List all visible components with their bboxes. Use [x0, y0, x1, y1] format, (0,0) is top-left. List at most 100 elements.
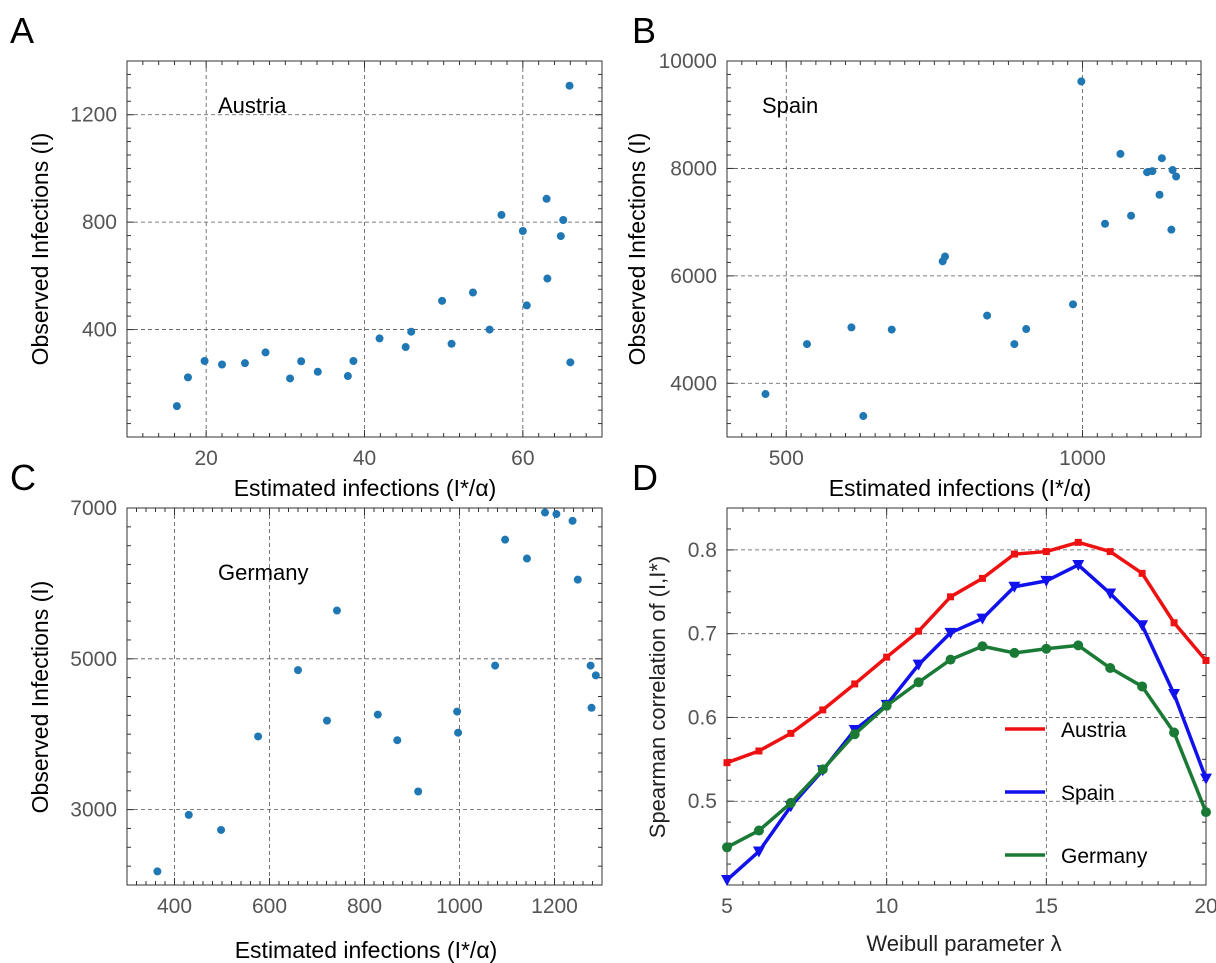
- country-annotation: Spain: [762, 93, 818, 118]
- x-tick-label: 20: [1194, 895, 1216, 918]
- data-point: [153, 867, 162, 876]
- data-point: [485, 325, 494, 334]
- data-point: [552, 510, 561, 519]
- data-point: [183, 373, 192, 382]
- y-tick-label: 1200: [70, 104, 117, 127]
- data-point: [297, 357, 306, 366]
- x-tick-label: 400: [157, 895, 192, 918]
- data-point: [172, 402, 181, 411]
- series-marker: [1201, 807, 1211, 818]
- data-point: [343, 372, 352, 381]
- series-marker: [785, 797, 796, 808]
- data-point: [518, 227, 527, 236]
- x-axis-label: Weibull parameter λ: [866, 931, 1061, 956]
- data-point: [294, 666, 302, 675]
- y-tick-label: 0.6: [688, 706, 717, 729]
- panel-letter-b: B: [632, 10, 656, 51]
- country-annotation: Austria: [218, 93, 287, 118]
- data-point: [1069, 300, 1078, 309]
- series-marker: [723, 759, 731, 767]
- data-point: [332, 606, 341, 615]
- y-tick-label: 10000: [659, 50, 717, 73]
- chart-germany-scatter: 400 600 800 1000 1200 3000 5000 7000 Estimated i…: [27, 497, 603, 963]
- series-marker: [912, 659, 925, 671]
- data-point: [941, 252, 950, 261]
- series-marker: [1138, 569, 1146, 577]
- data-point: [847, 323, 856, 332]
- data-point: [401, 343, 410, 352]
- series-marker: [1042, 548, 1050, 556]
- x-tick-label: 5: [721, 895, 733, 918]
- data-point: [453, 707, 462, 716]
- x-tick-label: 500: [769, 447, 804, 470]
- series-line-spain: [725, 563, 1208, 882]
- data-point: [184, 810, 193, 819]
- series-marker: [851, 680, 859, 688]
- series-marker: [881, 700, 892, 711]
- data-point: [240, 359, 249, 368]
- series-marker: [977, 641, 988, 652]
- plot-frame: [726, 507, 1207, 886]
- y-tick-label: 6000: [670, 265, 717, 288]
- data-point: [543, 274, 552, 283]
- data-point: [200, 356, 209, 365]
- data-point: [1148, 167, 1157, 176]
- series-marker: [1137, 681, 1148, 692]
- panel-letter-d: D: [632, 457, 658, 498]
- series-marker: [752, 846, 765, 858]
- panel-letter-a: A: [10, 10, 34, 51]
- data-point: [568, 516, 577, 525]
- data-point: [454, 728, 463, 737]
- x-tick-label: 10: [875, 895, 898, 918]
- data-point: [1172, 172, 1181, 181]
- y-tick-label: 0.7: [688, 623, 717, 646]
- y-tick-label: 7000: [70, 497, 117, 520]
- series-marker: [1072, 559, 1085, 571]
- data-point: [761, 390, 770, 399]
- x-tick-label: 15: [1035, 895, 1058, 918]
- data-point: [322, 716, 331, 725]
- data-point: [542, 194, 551, 203]
- data-point: [1116, 149, 1125, 158]
- x-axis-label: Estimated infections (I*/α): [234, 475, 497, 501]
- data-point: [541, 508, 549, 517]
- series-marker: [1168, 688, 1181, 700]
- x-tick-label: 800: [347, 895, 382, 918]
- series-marker: [1041, 643, 1052, 654]
- data-point: [349, 356, 358, 365]
- y-tick-label: 400: [82, 319, 117, 342]
- data-point: [1010, 340, 1019, 349]
- data-point: [468, 288, 477, 297]
- data-point: [1101, 219, 1110, 228]
- series-marker: [1008, 581, 1021, 593]
- panel-letter-c: C: [10, 457, 36, 498]
- series-marker: [1202, 656, 1210, 664]
- x-tick-label: 1000: [436, 895, 483, 918]
- series-marker: [721, 874, 733, 886]
- data-point: [587, 703, 596, 712]
- data-point: [373, 710, 382, 719]
- data-point: [522, 554, 531, 563]
- data-point: [556, 232, 565, 241]
- data-point: [983, 311, 992, 320]
- data-point: [586, 661, 595, 670]
- data-point: [217, 825, 226, 834]
- series-marker: [883, 653, 891, 661]
- series-marker: [976, 613, 989, 625]
- x-tick-label: 20: [194, 447, 217, 470]
- x-tick-label: 40: [353, 447, 376, 470]
- data-point: [887, 325, 896, 334]
- series-marker: [915, 627, 923, 635]
- series-line-austria: [726, 540, 1208, 765]
- data-point: [802, 340, 811, 349]
- data-point: [1167, 225, 1176, 234]
- series-marker: [913, 677, 924, 688]
- y-axis-label: Observed Infections (I): [27, 133, 53, 366]
- y-tick-label: 0.8: [688, 539, 717, 562]
- data-point: [497, 210, 506, 219]
- series-marker: [753, 825, 764, 836]
- data-point: [414, 787, 423, 796]
- data-point: [1022, 325, 1031, 334]
- series-marker: [849, 729, 860, 740]
- data-point: [438, 296, 447, 305]
